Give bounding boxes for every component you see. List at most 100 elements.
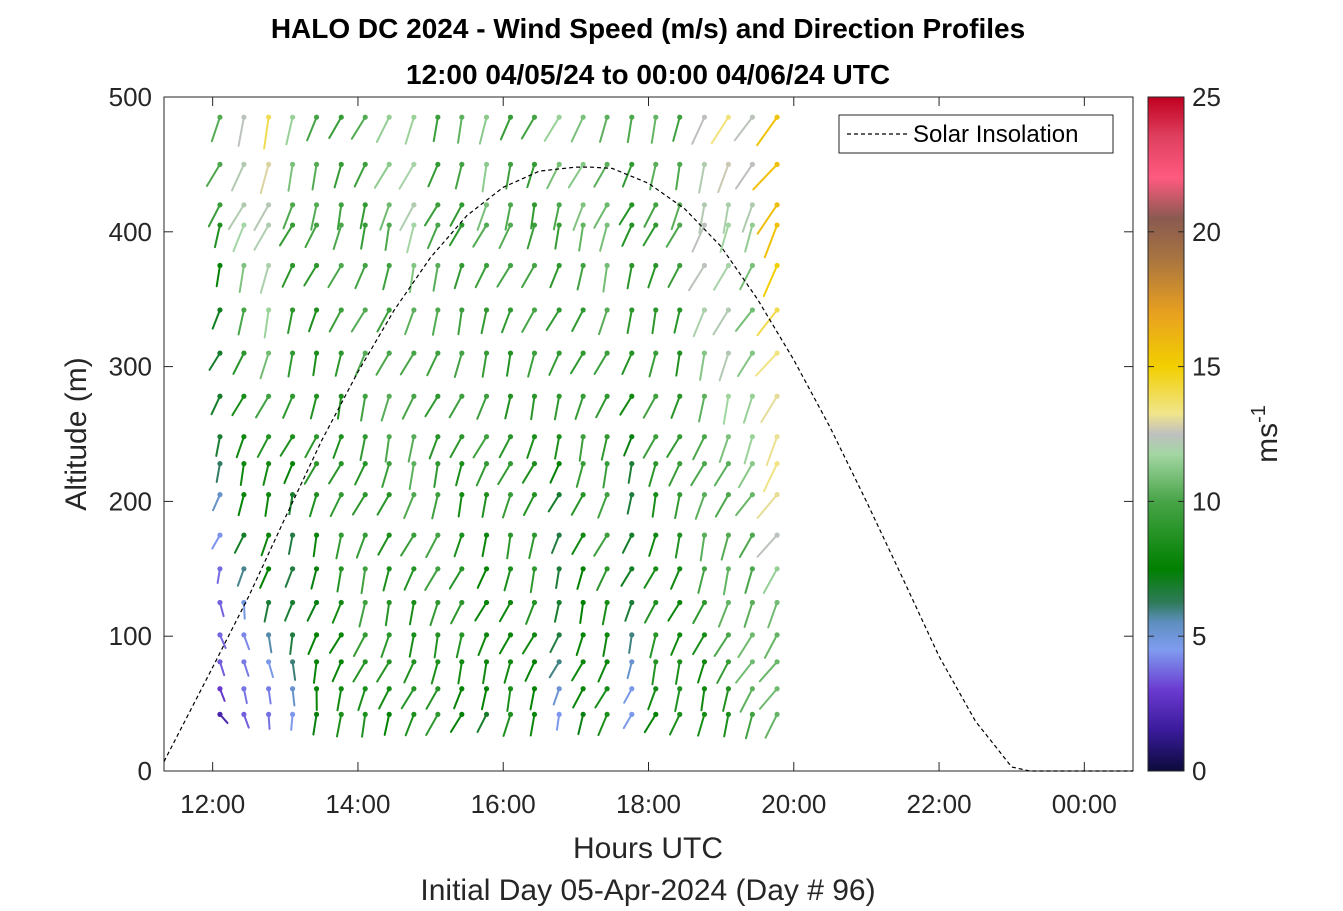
wind-arrow-shaft (450, 601, 463, 625)
wind-arrow-shaft (758, 687, 779, 710)
wind-arrow-shaft (526, 163, 536, 189)
wind-arrow-head (749, 711, 755, 717)
wind-arrow-shaft (548, 352, 561, 376)
wind-arrow-head (265, 350, 272, 356)
wind-arrow-head (289, 222, 296, 228)
wind-arrow-head (217, 659, 223, 665)
wind-arrow-head (313, 599, 320, 606)
wind-arrow-head (556, 632, 562, 638)
wind-arrow-head (338, 659, 344, 665)
wind-arrow-shaft (448, 395, 463, 419)
wind-arrow-head (677, 262, 683, 269)
wind-arrow-head (435, 461, 441, 467)
wind-arrow-shaft (310, 567, 318, 590)
wind-arrow-shaft (328, 462, 343, 485)
wind-arrow-head (386, 461, 392, 467)
y-axis-label: Altitude (m) (60, 357, 93, 510)
wind-arrow-head (459, 686, 465, 692)
wind-arrow-shaft (358, 601, 367, 628)
wind-arrow-shaft (674, 534, 681, 559)
wind-arrow-shaft (379, 203, 391, 231)
wind-arrow-shaft (528, 534, 536, 560)
wind-arrow-head (386, 434, 392, 440)
wind-arrow-head (725, 202, 732, 208)
wind-arrow-shaft (718, 352, 730, 382)
wind-arrow-shaft (335, 534, 343, 560)
wind-arrow-shaft (698, 163, 706, 194)
wind-arrow-head (435, 566, 441, 572)
wind-arrow-head (677, 434, 683, 440)
wind-arrow-head (701, 461, 708, 467)
wind-arrow-shaft (675, 352, 681, 377)
wind-arrow-head (483, 492, 490, 498)
wind-arrow-head (725, 532, 732, 538)
wind-arrow-head (459, 461, 465, 467)
wind-arrow-head (483, 659, 490, 665)
wind-arrow-head (749, 566, 755, 572)
wind-arrow-head (459, 114, 465, 120)
wind-arrow-head (507, 492, 514, 498)
wind-arrow-shaft (756, 116, 779, 147)
wind-arrow-head (241, 461, 247, 467)
wind-arrow-shaft (289, 633, 294, 656)
wind-arrow-head (483, 461, 490, 467)
wind-arrow-shaft (378, 687, 391, 710)
wind-arrow-head (604, 711, 610, 717)
wind-arrow-shaft (595, 395, 609, 419)
wind-arrow-shaft (281, 264, 294, 288)
wind-arrow-shaft (231, 395, 245, 417)
wind-arrow-shaft (598, 308, 609, 336)
wind-arrow-head (774, 461, 780, 467)
wind-arrow-head (411, 686, 417, 692)
wind-arrow-head (531, 566, 538, 572)
wind-arrow-shaft (520, 116, 536, 140)
wind-arrow-head (725, 307, 732, 313)
wind-arrow-head (411, 202, 417, 208)
wind-arrow-shaft (408, 601, 415, 626)
wind-arrow-shaft (767, 601, 779, 629)
wind-arrow-head (531, 461, 538, 467)
wind-arrow-head (629, 686, 635, 692)
wind-arrow-shaft (723, 713, 730, 738)
wind-arrow-shaft (403, 660, 415, 684)
wind-arrow-head (362, 262, 368, 269)
wind-arrow-shaft (530, 395, 536, 421)
wind-arrow-head (725, 434, 732, 440)
wind-arrow-head (313, 686, 320, 692)
wind-arrow-shaft (424, 567, 439, 591)
wind-arrow-head (677, 599, 683, 606)
wind-arrow-shaft (262, 462, 270, 486)
wind-arrow-head (531, 599, 538, 606)
wind-arrow-head (774, 202, 780, 208)
wind-arrow-shaft (752, 163, 779, 191)
wind-arrow-shaft (527, 352, 536, 378)
wind-arrow-head (653, 222, 659, 228)
wind-arrow-shaft (713, 633, 730, 657)
wind-arrow-head (653, 659, 659, 665)
wind-arrow-head (362, 711, 368, 717)
wind-arrow-head (556, 393, 562, 399)
wind-arrow-head (217, 202, 223, 208)
wind-arrow-shaft (543, 116, 561, 142)
wind-arrow-head (459, 307, 465, 313)
wind-arrow-shaft (278, 224, 294, 247)
wind-arrow-head (677, 711, 683, 717)
wind-arrow-head (629, 492, 635, 498)
wind-arrow-shaft (431, 493, 439, 520)
wind-arrow-shaft (404, 116, 415, 145)
wind-arrow-head (556, 492, 562, 498)
wind-arrow-head (338, 461, 344, 467)
wind-arrow-head (701, 161, 708, 167)
wind-arrow-shaft (312, 660, 318, 684)
wind-arrow-shaft (259, 163, 270, 195)
wind-arrow-shaft (624, 601, 633, 622)
wind-arrow-head (483, 161, 490, 167)
wind-arrow-shaft (335, 713, 343, 738)
wind-arrow-head (774, 114, 780, 120)
wind-arrow-head (217, 262, 223, 269)
wind-arrow-head (677, 114, 683, 120)
x-tick-label: 22:00 (907, 789, 972, 819)
wind-arrow-head (629, 202, 635, 208)
wind-arrow-shaft (674, 687, 681, 713)
wind-arrow-head (411, 114, 417, 120)
